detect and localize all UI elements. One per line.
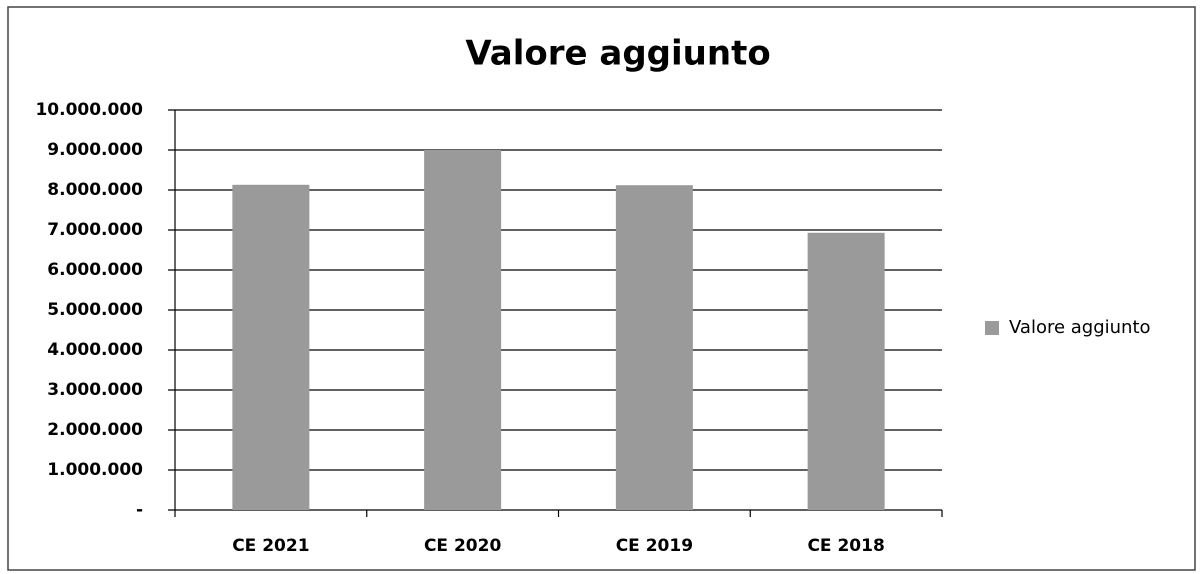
legend-label: Valore aggiunto xyxy=(1009,317,1151,338)
x-tick-label: CE 2020 xyxy=(424,536,501,556)
bar xyxy=(807,232,885,511)
x-tick-label: CE 2021 xyxy=(232,536,309,556)
y-tick-label: 1.000.000 xyxy=(47,460,143,480)
y-tick-label: 6.000.000 xyxy=(47,260,143,280)
x-tick-label: CE 2018 xyxy=(807,536,884,556)
bar xyxy=(424,150,502,510)
y-tick-label: 3.000.000 xyxy=(47,380,143,400)
chart-border xyxy=(7,6,1196,571)
bar xyxy=(232,184,310,511)
y-tick-label: 5.000.000 xyxy=(47,300,143,320)
chart-title: Valore aggiunto xyxy=(465,34,770,74)
y-tick-label: 4.000.000 xyxy=(47,340,143,360)
y-tick-label: 2.000.000 xyxy=(47,420,143,440)
legend-swatch xyxy=(985,321,999,335)
y-tick-label: 9.000.000 xyxy=(47,140,143,160)
y-tick-label: - xyxy=(136,500,143,520)
bar xyxy=(615,185,693,510)
y-tick-label: 8.000.000 xyxy=(47,180,143,200)
x-tick-label: CE 2019 xyxy=(616,536,693,556)
y-tick-label: 7.000.000 xyxy=(47,220,143,240)
y-tick-label: 10.000.000 xyxy=(35,100,143,120)
